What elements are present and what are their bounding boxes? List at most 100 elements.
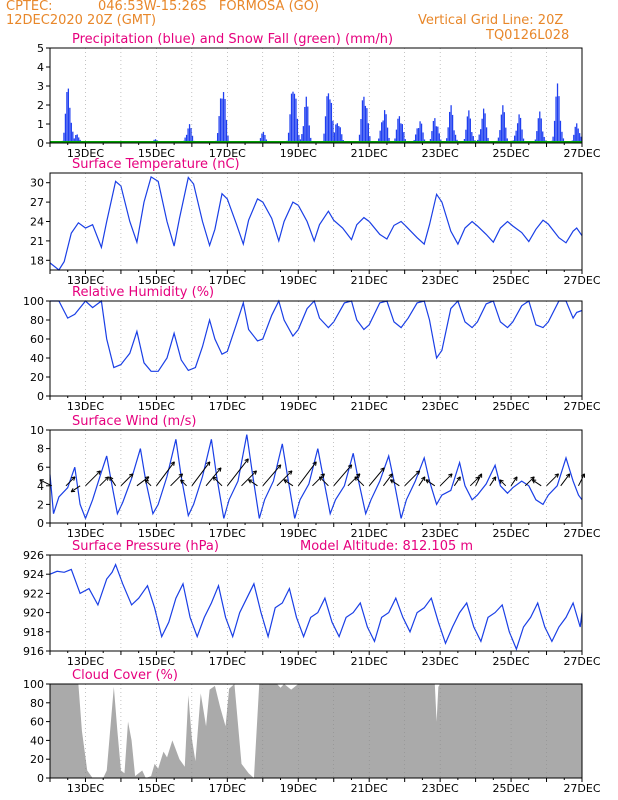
precip-bar [324,116,327,143]
x-tick-label: 25DEC [493,782,530,795]
wind-vectors [39,458,585,493]
precip-bar [259,138,262,143]
precip-bar [432,120,435,143]
wind-arrowhead [178,473,184,478]
wind-arrowhead [104,476,110,481]
wind-arrowhead [276,464,282,469]
x-tick-label: 19DEC [280,782,317,795]
y-tick-label: 8 [37,443,44,456]
precip-bar [224,98,226,143]
precip-bar [521,129,523,143]
panel-title-pressure: Surface Pressure (hPa) [72,539,219,554]
y-tick-label: 4 [37,61,44,74]
y-tick-label: 20 [30,753,44,766]
wind-arrowhead [347,464,353,469]
wind-arrow [109,476,117,487]
precip-bar [78,137,80,143]
precip-bar [401,124,403,143]
x-tick-label: 25DEC [493,527,530,540]
panel-frame [49,554,583,652]
wind-arrowhead [109,476,114,481]
wind-arrowhead [355,473,361,478]
precip-bar [302,126,304,143]
precip-bar [185,134,188,143]
wind-arrow [531,479,542,487]
wind-arrowhead [448,473,453,478]
wind-arrowhead [170,461,175,466]
wind-arrow [489,476,497,487]
x-tick-label: 15DEC [138,527,175,540]
x-tick-label: 17DEC [209,527,246,540]
precip-bar [463,138,466,143]
precip-bar [562,138,565,143]
x-tick-label: 23DEC [422,400,459,413]
wind-arrowhead [380,467,385,472]
panel-precip: Precipitation (blue) and Snow Fall (gree… [37,32,601,160]
precip-bar [190,128,192,143]
x-tick-label: 19DEC [280,147,317,160]
panel-title-cloud: Cloud Cover (%) [72,668,178,683]
y-tick-label: 0 [37,517,44,530]
wind-arrowhead [415,470,421,475]
wind-arrow [425,479,436,487]
vertical-grid [85,173,547,270]
precip-bar [536,131,538,143]
wind-arrow [226,458,249,487]
precip-bar [519,117,522,143]
precip-bar [338,126,340,143]
wind-arrow [180,479,187,487]
x-tick-label: 17DEC [209,400,246,413]
precip-bar [386,127,389,143]
precip-bar [499,130,501,143]
wind-arrowhead [39,479,44,484]
x-tick-label: 27DEC [563,782,600,795]
precip-bar [63,132,65,143]
wind-arrowhead [425,479,430,484]
precip-bar [332,120,334,143]
precip-bar [222,92,225,143]
precip-bar [518,114,520,143]
y-tick-label: 100 [23,295,44,308]
wind-arrowhead [206,461,211,466]
x-tick-label: 13DEC [67,655,104,668]
precip-bar [416,128,418,143]
y-tick-label: 100 [23,678,44,691]
precip-bars [61,83,582,143]
precip-bar [434,118,436,143]
wind-arrow [510,476,518,487]
precip-bar [579,133,581,143]
y-tick-label: 60 [30,716,44,729]
precip-bar [341,134,343,143]
x-tick-label: 19DEC [280,274,317,287]
precip-bar [465,129,467,143]
vertical-grid [85,430,547,523]
cloud-cover-area [50,684,582,778]
x-tick-label: 15DEC [138,274,175,287]
wind-arrow [297,461,317,487]
precip-bar [540,118,542,143]
y-tick-label: 30 [30,177,44,190]
precip-bar [451,114,454,143]
precip-bar [468,110,470,143]
precip-bar [505,127,507,143]
wind-arrow [560,473,571,487]
wind-arrow [469,476,480,487]
y-tick-label: 6 [37,461,44,474]
precip-bar [378,138,380,143]
x-tick-label: 23DEC [422,655,459,668]
precip-bar [383,110,386,143]
precip-bar [360,119,362,143]
precip-bar [558,96,560,143]
header-grid-note: Vertical Grid Line: 20Z [418,13,564,28]
precip-bar [482,108,485,143]
y-tick-label: 0 [37,137,44,150]
precip-bar [363,96,365,143]
wind-arrowhead [531,479,537,484]
wind-arrow [546,473,559,487]
precip-bar [437,126,439,143]
precip-bar [367,123,369,143]
y-tick-label: 0 [37,390,44,403]
precip-bar [333,132,336,143]
precip-bar [481,118,483,143]
wind-arrow [524,476,535,487]
